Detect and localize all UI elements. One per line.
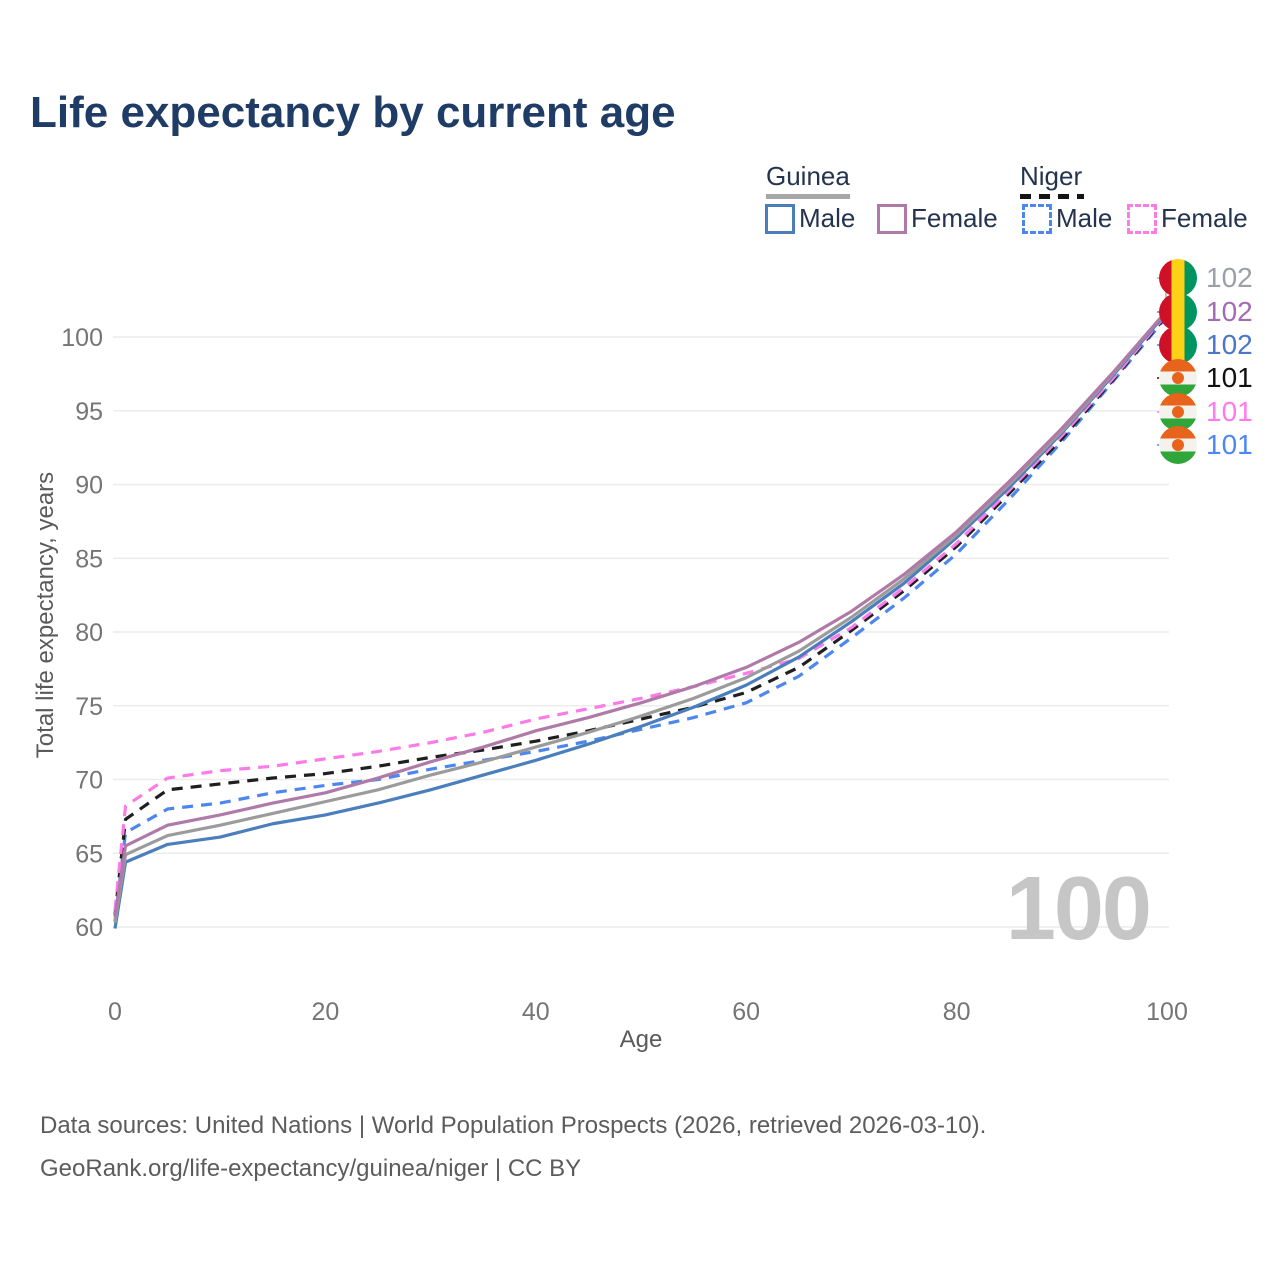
page-title: Life expectancy by current age — [30, 88, 676, 137]
gridlines — [113, 336, 1169, 928]
end-value: 102 — [1206, 296, 1253, 327]
svg-text:90: 90 — [75, 472, 103, 500]
niger-female-swatch-icon — [1127, 203, 1157, 234]
legend-label: Male — [799, 203, 856, 233]
legend-label: Male — [1056, 203, 1113, 233]
svg-text:100: 100 — [1146, 998, 1188, 1026]
y-tick-labels: 60 65 70 75 80 85 90 95 100 — [61, 324, 103, 942]
series-line-guinea-male[interactable] — [113, 310, 1169, 929]
svg-text:75: 75 — [75, 693, 103, 721]
svg-text:85: 85 — [75, 545, 103, 573]
svg-text:65: 65 — [75, 840, 103, 868]
end-label-niger-male: 101 — [1159, 426, 1253, 464]
svg-text:80: 80 — [75, 619, 103, 647]
series-line-guinea[interactable] — [113, 309, 1169, 923]
legend-item-niger-female[interactable]: Female — [1127, 203, 1248, 234]
guinea-flag-icon — [1159, 326, 1197, 364]
niger-flag-icon — [1159, 393, 1197, 431]
end-value: 102 — [1206, 329, 1253, 360]
niger-male-swatch-icon — [1022, 203, 1052, 234]
svg-text:95: 95 — [75, 398, 103, 426]
svg-text:60: 60 — [75, 914, 103, 942]
niger-line-swatch — [1020, 194, 1084, 199]
data-sources-line: Data sources: United Nations | World Pop… — [40, 1112, 987, 1139]
series-lines[interactable] — [113, 309, 1169, 929]
attribution-line: GeoRank.org/life-expectancy/guinea/niger… — [40, 1155, 582, 1182]
guinea-flag-icon — [1159, 293, 1197, 331]
niger-flag-icon — [1159, 426, 1197, 464]
legend-item-guinea-female[interactable]: Female — [877, 203, 998, 234]
svg-text:40: 40 — [522, 998, 550, 1026]
x-tick-labels: 0 20 40 60 80 100 — [108, 998, 1188, 1026]
legend-label: Female — [1161, 203, 1248, 233]
svg-text:20: 20 — [311, 998, 339, 1026]
guinea-flag-icon — [1159, 259, 1197, 297]
end-label-guinea-male: 102 — [1159, 326, 1253, 364]
series-line-niger-male[interactable] — [113, 315, 1169, 922]
series-line-niger-female[interactable] — [113, 312, 1169, 911]
footer: Data sources: United Nations | World Pop… — [40, 1104, 986, 1190]
svg-text:80: 80 — [943, 998, 971, 1026]
end-value: 102 — [1206, 262, 1253, 293]
svg-text:70: 70 — [75, 767, 103, 795]
legend-header-niger[interactable]: Niger — [1020, 161, 1083, 191]
svg-text:0: 0 — [108, 998, 122, 1026]
legend-label: Female — [911, 203, 998, 233]
current-age-watermark: 100 — [1005, 859, 1152, 959]
svg-text:100: 100 — [61, 324, 103, 352]
guinea-male-swatch-icon — [765, 203, 795, 234]
series-line-guinea-female[interactable] — [113, 309, 1169, 917]
end-value: 101 — [1206, 396, 1253, 427]
end-value: 101 — [1206, 429, 1253, 460]
y-axis-title: Total life expectancy, years — [32, 471, 59, 759]
legend-item-niger-male[interactable]: Male — [1022, 203, 1112, 234]
legend-item-guinea-male[interactable]: Male — [765, 203, 855, 234]
x-axis-title: Age — [619, 1026, 663, 1053]
guinea-line-swatch — [766, 194, 850, 199]
end-label-niger-total: 101 — [1159, 359, 1253, 397]
legend-header-guinea[interactable]: Guinea — [766, 161, 850, 191]
end-label-guinea-female: 102 — [1159, 293, 1253, 331]
end-label-guinea-total: 102 — [1159, 259, 1253, 297]
guinea-female-swatch-icon — [877, 203, 907, 234]
end-value: 101 — [1206, 362, 1253, 393]
end-label-niger-female: 101 — [1159, 393, 1253, 431]
niger-flag-icon — [1159, 359, 1197, 397]
svg-text:60: 60 — [732, 998, 760, 1026]
